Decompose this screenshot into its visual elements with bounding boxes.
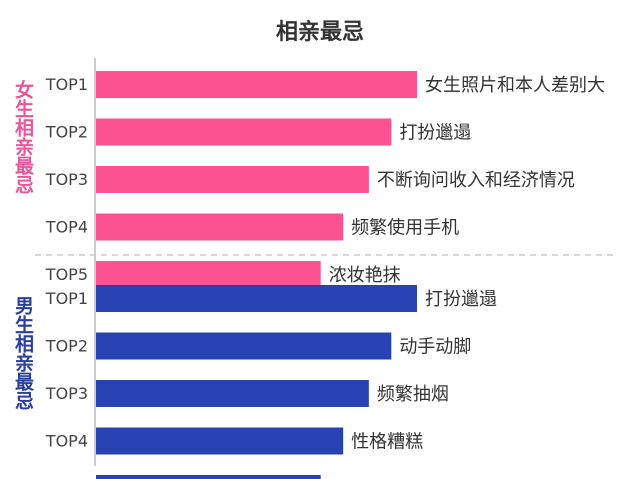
bar-label: 浓妆艳抹 (329, 265, 401, 286)
bar (96, 261, 321, 288)
bar (96, 71, 417, 98)
category-label: TOP4 (45, 218, 88, 237)
bar (96, 332, 392, 360)
bar (96, 475, 321, 479)
bar (96, 380, 369, 407)
bar-label: 不断询问收入和经济情况 (377, 170, 575, 191)
bar-label: 动手动脚 (399, 337, 471, 358)
bar (96, 285, 417, 312)
category-label: TOP3 (45, 170, 88, 189)
bar-label: 女生照片和本人差别大 (425, 75, 605, 96)
male-group-label: 男生相亲最忌 (12, 296, 34, 410)
bar-label: 打扮邋遢 (425, 289, 497, 310)
bar-label: 频繁抽烟 (377, 384, 449, 405)
bar (96, 166, 369, 193)
category-label: TOP3 (45, 384, 88, 403)
female-group-label: 女生相亲最忌 (12, 80, 34, 194)
bar (96, 118, 392, 146)
category-label: TOP2 (45, 123, 88, 142)
category-label: TOP4 (45, 432, 88, 451)
bar (96, 213, 344, 241)
bar-label: 打扮邋遢 (399, 123, 471, 144)
bar-label: 性格糟糕 (351, 432, 423, 453)
chart-title: 相亲最忌 (275, 20, 364, 45)
category-label: TOP5 (45, 265, 88, 284)
bar-label: 频繁使用手机 (351, 218, 459, 239)
category-label: TOP1 (45, 75, 88, 94)
category-label: TOP2 (45, 337, 88, 356)
bar (96, 427, 344, 455)
category-label: TOP1 (45, 289, 88, 308)
